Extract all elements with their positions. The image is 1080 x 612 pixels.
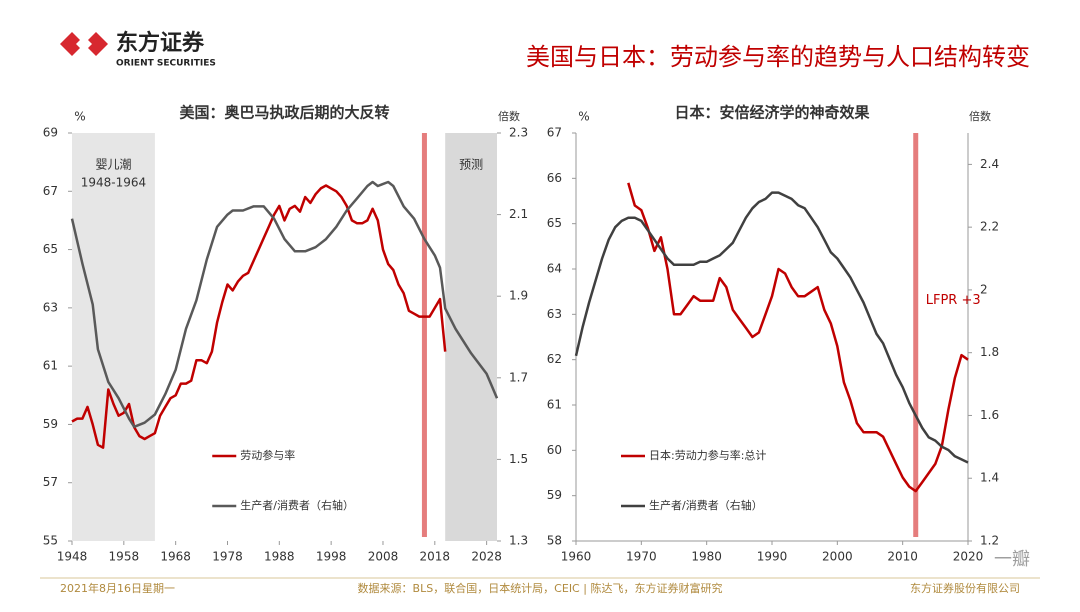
annotation: LFPR +3 <box>926 293 981 308</box>
x-tick-label: 2020 <box>953 550 984 564</box>
legend-label: 劳动参与率 <box>240 448 295 462</box>
y-tick-label: 69 <box>43 126 58 140</box>
y-tick-label: 66 <box>547 171 562 185</box>
x-tick-label: 2028 <box>471 550 502 564</box>
y-tick-label: 65 <box>547 216 562 230</box>
y2-tick-label: 2.4 <box>980 157 999 171</box>
footer-source: 数据来源：BLS，联合国，日本统计局，CEIC | 陈达飞，东方证券财富研究 <box>358 581 723 595</box>
x-tick-label: 1968 <box>160 550 191 564</box>
x-tick-label: 2008 <box>368 550 399 564</box>
y-tick-label: 67 <box>43 184 58 198</box>
y-axis-label: % <box>578 110 589 124</box>
y2-tick-label: 1.4 <box>980 471 999 485</box>
y-tick-label: 60 <box>547 443 562 457</box>
watermark: 一瓣 <box>994 549 1030 570</box>
y-tick-label: 62 <box>547 352 562 366</box>
x-tick-label: 1998 <box>316 550 347 564</box>
x-tick-label: 1960 <box>561 550 592 564</box>
y-tick-label: 65 <box>43 242 58 256</box>
y-tick-label: 61 <box>43 359 58 373</box>
span-label: 1948-1964 <box>81 176 146 190</box>
logo-shape <box>60 32 84 56</box>
legend-label: 日本:劳动力参与率:总计 <box>649 448 766 462</box>
y2-axis-label: 倍数 <box>969 109 991 123</box>
x-tick-label: 1970 <box>626 550 657 564</box>
y-tick-label: 63 <box>547 307 562 321</box>
x-tick-label: 1980 <box>691 550 722 564</box>
footer-date: 2021年8月16日星期一 <box>60 581 175 595</box>
chart-title: 日本：安倍经济学的神奇效果 <box>674 104 870 122</box>
x-tick-label: 2010 <box>887 550 918 564</box>
shaded-span <box>445 133 497 541</box>
logo-shape <box>76 36 92 52</box>
x-tick-label: 1990 <box>757 550 788 564</box>
vertical-marker <box>913 133 919 537</box>
series-line <box>574 191 969 464</box>
series-line <box>627 182 969 493</box>
legend-label: 生产者/消费者（右轴） <box>649 498 763 512</box>
span-label: 预测 <box>459 158 483 172</box>
vertical-marker <box>421 133 427 537</box>
y-tick-label: 57 <box>43 475 58 489</box>
y2-tick-label: 1.7 <box>509 370 528 384</box>
y2-tick-label: 2.1 <box>509 207 528 221</box>
footer-org: 东方证券股份有限公司 <box>910 581 1020 595</box>
x-tick-label: 2000 <box>822 550 853 564</box>
logo-shape <box>84 32 108 56</box>
y-axis-label: % <box>74 110 85 124</box>
y2-tick-label: 2 <box>980 282 988 296</box>
y2-tick-label: 2.2 <box>980 220 999 234</box>
y-tick-label: 59 <box>547 488 562 502</box>
x-tick-label: 1958 <box>109 550 140 564</box>
y2-tick-label: 1.2 <box>980 534 999 548</box>
y-tick-label: 55 <box>43 534 58 548</box>
y-tick-label: 61 <box>547 398 562 412</box>
y2-tick-label: 1.3 <box>509 534 528 548</box>
y2-tick-label: 1.6 <box>980 408 999 422</box>
shaded-span <box>72 133 155 541</box>
legend-label: 生产者/消费者（右轴） <box>240 498 354 512</box>
series-line <box>70 180 499 429</box>
y-tick-label: 64 <box>547 262 562 276</box>
x-tick-label: 1978 <box>212 550 243 564</box>
y-tick-label: 59 <box>43 417 58 431</box>
chart-title: 美国：奥巴马执政后期的大反转 <box>179 104 389 122</box>
y2-tick-label: 2.3 <box>509 126 528 140</box>
span-label: 婴儿潮 <box>95 157 131 172</box>
y2-tick-label: 1.8 <box>980 345 999 359</box>
y-tick-label: 67 <box>547 126 562 140</box>
company-name: 东方证券 <box>116 30 205 56</box>
logo <box>60 32 108 56</box>
y-tick-label: 58 <box>547 534 562 548</box>
y2-tick-label: 1.5 <box>509 452 528 466</box>
slide-title: 美国与日本：劳动参与率的趋势与人口结构转变 <box>526 43 1030 71</box>
y-tick-label: 63 <box>43 300 58 314</box>
x-tick-label: 2018 <box>420 550 451 564</box>
x-tick-label: 1988 <box>264 550 295 564</box>
company-name-en: ORIENT SECURITIES <box>116 59 216 69</box>
x-tick-label: 1948 <box>57 550 88 564</box>
y2-tick-label: 1.9 <box>509 289 528 303</box>
y2-axis-label: 倍数 <box>498 109 520 123</box>
